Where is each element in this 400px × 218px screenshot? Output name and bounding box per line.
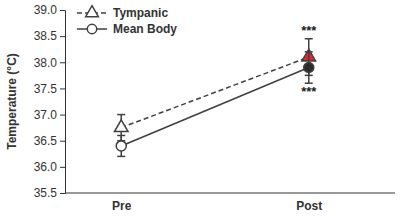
y-tick-mark bbox=[60, 10, 65, 11]
x-axis: Pre Post bbox=[65, 193, 395, 213]
error-cap bbox=[305, 38, 313, 40]
series-line bbox=[121, 57, 309, 128]
y-tick-label: 35.5 bbox=[34, 186, 58, 200]
y-tick-mark bbox=[60, 167, 65, 168]
error-cap bbox=[305, 51, 313, 53]
x-tick-label: Pre bbox=[112, 199, 132, 213]
y-tick-label: 36.5 bbox=[34, 134, 58, 148]
x-axis-line bbox=[65, 193, 395, 194]
marker bbox=[114, 120, 128, 132]
y-tick-label: 37.0 bbox=[34, 108, 58, 122]
y-tick-mark bbox=[60, 141, 65, 142]
y-tick-mark bbox=[60, 193, 65, 194]
plot-area bbox=[114, 39, 315, 157]
y-tick: 36.5 bbox=[34, 134, 65, 148]
y-tick: 36.0 bbox=[34, 160, 65, 174]
y-tick-label: 38.5 bbox=[34, 29, 58, 43]
y-tick: 38.5 bbox=[34, 29, 65, 43]
legend-marker bbox=[87, 24, 96, 33]
y-tick-label: 36.0 bbox=[34, 160, 58, 174]
y-tick-label: 38.0 bbox=[34, 56, 58, 70]
x-tick: Post bbox=[296, 199, 322, 213]
annotation: *** bbox=[301, 84, 317, 99]
error-cap bbox=[117, 135, 125, 137]
legend-item: Mean Body bbox=[77, 22, 177, 36]
y-axis: 35.5 36.0 36.5 37.0 37.5 38.0 38.5 39.0 bbox=[34, 3, 66, 200]
y-tick-mark bbox=[60, 62, 65, 63]
legend-label: Tympanic bbox=[113, 6, 168, 20]
marker bbox=[116, 141, 126, 151]
legend-item: Tympanic bbox=[77, 6, 168, 20]
legend-marker bbox=[86, 6, 99, 17]
y-tick-mark bbox=[60, 36, 65, 37]
y-axis-title: Temperature (°C) bbox=[5, 53, 19, 150]
series-line bbox=[121, 68, 309, 146]
y-tick: 37.5 bbox=[34, 82, 65, 96]
annotation: *** bbox=[301, 23, 317, 38]
series bbox=[116, 52, 314, 157]
y-tick-label: 39.0 bbox=[34, 3, 58, 17]
x-tick-label: Post bbox=[296, 199, 322, 213]
y-axis-line bbox=[60, 11, 66, 194]
x-tick: Pre bbox=[112, 199, 132, 213]
annotations: *** *** bbox=[301, 23, 317, 99]
y-tick: 38.0 bbox=[34, 56, 65, 70]
error-cap bbox=[117, 114, 125, 116]
error-cap bbox=[117, 156, 125, 158]
y-tick-label: 37.5 bbox=[34, 82, 58, 96]
y-tick-mark bbox=[60, 88, 65, 89]
y-tick-mark bbox=[60, 115, 65, 116]
y-tick: 39.0 bbox=[34, 3, 65, 17]
y-tick: 35.5 bbox=[34, 186, 65, 200]
series bbox=[114, 39, 315, 141]
chart: 35.5 36.0 36.5 37.0 37.5 38.0 38.5 39.0 Pre Post T… bbox=[0, 0, 400, 218]
marker bbox=[304, 62, 314, 72]
y-tick: 37.0 bbox=[34, 108, 65, 122]
legend-label: Mean Body bbox=[113, 22, 177, 36]
legend: Tympanic Mean Body bbox=[77, 6, 177, 36]
